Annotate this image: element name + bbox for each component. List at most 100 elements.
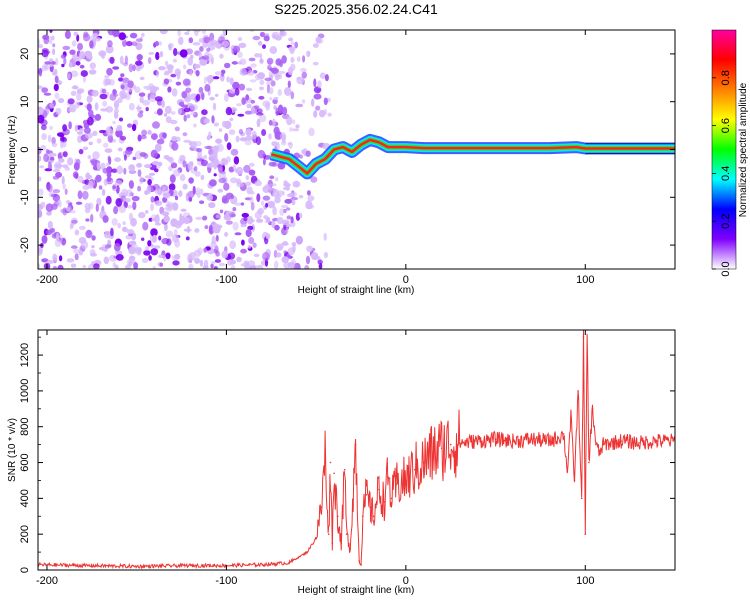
noise-dot bbox=[167, 86, 172, 93]
noise-dot bbox=[76, 89, 84, 95]
noise-dot bbox=[132, 244, 138, 248]
noise-dot bbox=[51, 61, 56, 65]
noise-dot bbox=[287, 67, 293, 76]
noise-dot bbox=[239, 58, 247, 65]
noise-dot bbox=[112, 88, 117, 94]
noise-dot bbox=[68, 62, 73, 68]
noise-dot bbox=[315, 36, 322, 44]
noise-dot bbox=[175, 81, 182, 86]
noise-dot bbox=[163, 215, 170, 223]
y-tick-label: 1200 bbox=[19, 343, 31, 367]
noise-dot bbox=[82, 146, 89, 151]
colorbar-ticks: 0.0 0.2 0.4 0.6 0.8 bbox=[712, 70, 732, 277]
y-tick-label: 800 bbox=[19, 418, 31, 436]
noise-dot bbox=[262, 195, 271, 201]
snr-point bbox=[458, 442, 461, 444]
noise-dot bbox=[183, 107, 191, 113]
noise-dot bbox=[287, 247, 295, 256]
noise-dot bbox=[49, 102, 54, 109]
noise-dot bbox=[257, 149, 266, 159]
noise-dot bbox=[218, 165, 224, 174]
noise-dot bbox=[238, 42, 247, 49]
noise-dot bbox=[218, 262, 226, 267]
noise-dot bbox=[290, 216, 294, 224]
noise-dot bbox=[246, 103, 252, 109]
noise-dot bbox=[221, 157, 227, 164]
noise-dot bbox=[202, 265, 209, 269]
noise-dot bbox=[154, 40, 159, 47]
noise-dot bbox=[149, 94, 156, 103]
noise-dot bbox=[169, 174, 176, 184]
noise-dot bbox=[245, 266, 252, 269]
noise-dot bbox=[137, 185, 142, 192]
noise-dot bbox=[75, 158, 81, 166]
noise-dot bbox=[74, 253, 79, 261]
snr-point bbox=[588, 461, 590, 464]
noise-dot bbox=[41, 235, 48, 244]
noise-dot bbox=[88, 69, 97, 75]
y-tick-label: 600 bbox=[19, 453, 31, 471]
noise-dot bbox=[119, 117, 123, 122]
x-tick-label: 0 bbox=[403, 274, 409, 286]
noise-dot bbox=[54, 92, 60, 100]
noise-dot bbox=[120, 92, 125, 100]
snr-series-line bbox=[38, 330, 675, 570]
noise-dot bbox=[204, 145, 212, 150]
snr-point bbox=[354, 443, 357, 446]
noise-dot bbox=[79, 225, 86, 230]
noise-dot bbox=[80, 70, 89, 77]
noise-dot bbox=[183, 228, 192, 232]
noise-dot bbox=[237, 51, 243, 59]
noise-dot bbox=[131, 41, 138, 46]
noise-dot bbox=[263, 35, 270, 42]
noise-dot bbox=[120, 73, 125, 78]
noise-dot bbox=[187, 161, 193, 171]
noise-dot bbox=[308, 127, 315, 137]
noise-dot bbox=[232, 221, 239, 231]
noise-dot bbox=[124, 149, 133, 155]
noise-dot bbox=[286, 207, 291, 211]
noise-dot bbox=[270, 183, 277, 187]
noise-dot bbox=[270, 80, 276, 87]
noise-dot bbox=[95, 203, 99, 212]
noise-dot bbox=[188, 177, 194, 184]
noise-dot bbox=[256, 264, 264, 269]
noise-dot bbox=[163, 192, 171, 199]
noise-dot bbox=[306, 50, 311, 57]
noise-dot bbox=[159, 262, 163, 267]
noise-dot bbox=[259, 53, 263, 59]
noise-dot bbox=[289, 127, 294, 132]
noise-dot bbox=[82, 33, 91, 42]
noise-dot bbox=[223, 182, 230, 191]
noise-dot bbox=[251, 130, 257, 140]
noise-dot bbox=[198, 51, 203, 58]
noise-dot bbox=[224, 133, 229, 142]
noise-dot bbox=[217, 188, 224, 193]
x-tick-label: -100 bbox=[215, 274, 237, 286]
noise-dot bbox=[146, 185, 152, 195]
noise-dot bbox=[294, 41, 299, 49]
noise-dot bbox=[170, 218, 178, 228]
noise-dot bbox=[152, 265, 156, 269]
noise-dot bbox=[226, 76, 230, 83]
noise-dot bbox=[179, 49, 188, 58]
noise-dot bbox=[229, 77, 234, 85]
noise-dot bbox=[118, 77, 124, 82]
noise-dot bbox=[245, 229, 252, 237]
noise-dot bbox=[101, 88, 107, 94]
noise-dot bbox=[46, 211, 52, 216]
noise-dot bbox=[208, 202, 216, 209]
noise-dot bbox=[226, 142, 232, 151]
noise-dot bbox=[274, 177, 279, 182]
noise-dot bbox=[49, 125, 53, 131]
noise-dot bbox=[78, 148, 84, 155]
noise-dot bbox=[41, 87, 49, 93]
spectrogram-y-label: Frequency (Hz) bbox=[7, 116, 18, 185]
snr-point bbox=[476, 440, 479, 442]
noise-dot bbox=[293, 262, 301, 269]
noise-dot bbox=[69, 49, 76, 55]
snr-point bbox=[306, 551, 309, 553]
noise-dot bbox=[264, 239, 269, 244]
noise-dot bbox=[174, 195, 179, 201]
noise-dot bbox=[245, 128, 252, 137]
